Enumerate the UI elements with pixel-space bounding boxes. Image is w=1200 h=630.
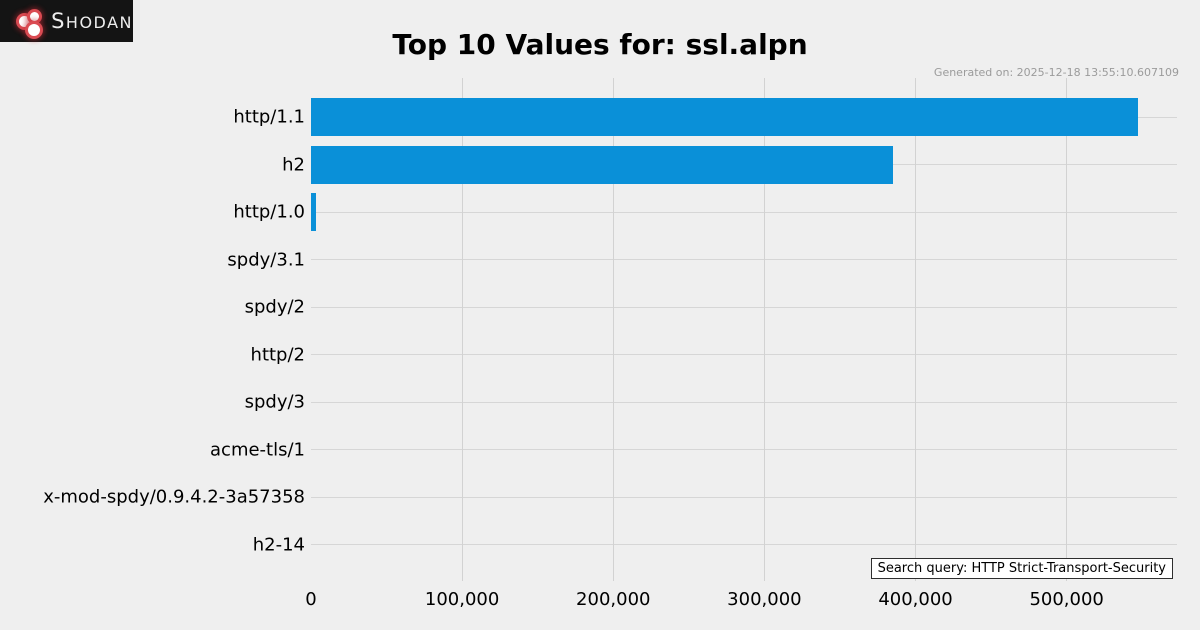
gridline-horizontal xyxy=(311,401,1177,403)
gridline-horizontal xyxy=(311,544,1177,545)
x-tick-label: 100,000 xyxy=(424,589,500,610)
logo-dot xyxy=(19,16,30,27)
plot-area xyxy=(311,78,1177,581)
gridline-vertical xyxy=(461,78,463,581)
gridline-horizontal xyxy=(311,211,1177,213)
bar-h2 xyxy=(311,145,893,184)
logo-text-rest: HODAN xyxy=(65,13,133,32)
shodan-logo: SHODAN xyxy=(0,0,133,42)
bar-http/1.1 xyxy=(311,98,1138,136)
y-axis-labels: http/1.1 h2 http/1.0 spdy/3.1 spdy/2 http/2 sp… xyxy=(0,78,305,581)
shodan-logo-text: SHODAN xyxy=(51,9,133,33)
gridline-horizontal xyxy=(311,259,1177,260)
search-query-box: Search query: HTTP Strict-Transport-Secu… xyxy=(870,558,1173,579)
chart-title: Top 10 Values for: ssl.alpn xyxy=(392,28,808,61)
y-tick-label: spdy/3.1 xyxy=(227,249,305,270)
y-tick-label: spdy/2 xyxy=(244,296,305,318)
x-tick-label: 300,000 xyxy=(727,589,802,610)
x-tick-label: 500,000 xyxy=(1029,589,1104,610)
logo-dot xyxy=(30,12,39,21)
y-tick-label: http/2 xyxy=(250,344,305,365)
gridline-horizontal xyxy=(311,354,1177,355)
gridline-vertical xyxy=(763,78,765,581)
gridline-vertical xyxy=(915,78,917,581)
y-tick-label: acme-tls/1 xyxy=(210,439,305,460)
gridline-vertical xyxy=(1066,78,1068,581)
gridline-horizontal xyxy=(311,496,1177,498)
y-tick-label: x-mod-spdy/0.9.4.2-3a57358 xyxy=(43,486,305,508)
gridline-horizontal xyxy=(311,449,1177,450)
x-tick-label: 400,000 xyxy=(878,589,953,610)
gridline-horizontal xyxy=(311,306,1177,308)
gridline-vertical xyxy=(612,78,614,581)
bar-http/1.0 xyxy=(311,193,316,231)
y-tick-label: h2 xyxy=(282,154,305,175)
x-axis-labels: 0 100,000 200,000 300,000 400,000 500,000 xyxy=(305,589,1177,619)
generated-on-timestamp: Generated on: 2025-12-18 13:55:10.607109 xyxy=(933,66,1179,79)
y-tick-label: http/1.1 xyxy=(233,106,305,128)
logo-text-cap: S xyxy=(51,9,66,33)
logo-dot xyxy=(28,24,40,36)
y-tick-label: spdy/3 xyxy=(244,391,305,413)
shodan-cluster-icon xyxy=(15,6,41,36)
x-tick-label: 200,000 xyxy=(576,589,651,610)
y-tick-label: http/1.0 xyxy=(233,201,305,223)
x-tick-label: 0 xyxy=(305,589,317,610)
y-tick-label: h2-14 xyxy=(252,534,305,555)
